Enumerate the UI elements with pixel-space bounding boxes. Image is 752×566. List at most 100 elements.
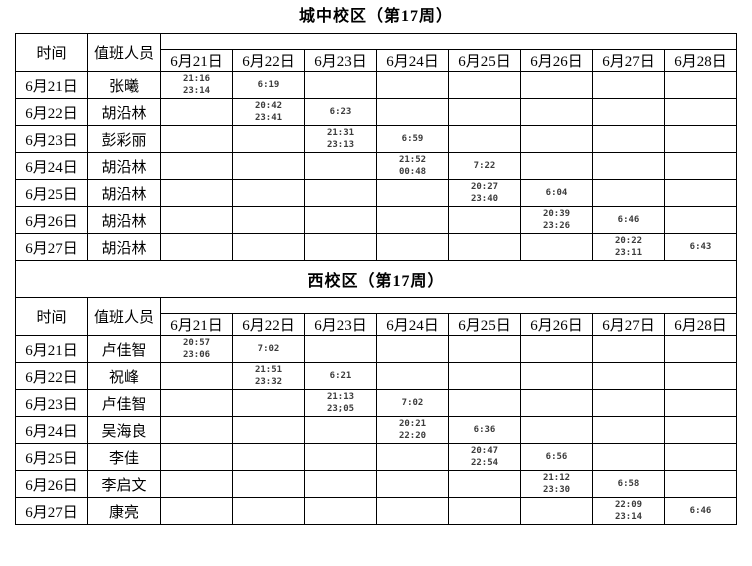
time-cell bbox=[664, 179, 737, 207]
time-cell bbox=[232, 233, 305, 261]
time-cell: 21:52 00:48 bbox=[376, 152, 449, 180]
duty-row: 6月22日 祝峰 21:51 23:32 6:21 bbox=[15, 362, 737, 390]
duty-row: 6月26日 李启文 21:12 23:30 6:58 bbox=[15, 470, 737, 498]
time-cell bbox=[160, 206, 233, 234]
duty-row: 6月21日 卢佳智 20:57 23:06 7:02 bbox=[15, 335, 737, 363]
time-cell bbox=[232, 416, 305, 444]
duty-date-cell: 6月24日 bbox=[15, 416, 88, 444]
header-person-label: 值班人员 bbox=[87, 297, 161, 336]
time-cell bbox=[160, 443, 233, 471]
time-cell: 21:12 23:30 bbox=[520, 470, 593, 498]
duty-date-cell: 6月22日 bbox=[15, 98, 88, 126]
date-column-header: 6月21日 bbox=[160, 49, 233, 72]
time-cell: 6:36 bbox=[448, 416, 521, 444]
duty-person-cell: 张曦 bbox=[87, 71, 161, 99]
time-cell bbox=[664, 206, 737, 234]
duty-person-cell: 胡沿林 bbox=[87, 179, 161, 207]
time-cell bbox=[376, 179, 449, 207]
date-column-header: 6月22日 bbox=[232, 49, 305, 72]
date-column-header: 6月26日 bbox=[520, 49, 593, 72]
time-cell bbox=[664, 443, 737, 471]
duty-date-cell: 6月25日 bbox=[15, 179, 88, 207]
campus-section-title: 西校区（第17周） bbox=[15, 260, 737, 298]
time-cell bbox=[448, 125, 521, 153]
time-cell bbox=[664, 98, 737, 126]
duty-row: 6月23日 卢佳智 21:13 23;05 7:02 bbox=[15, 389, 737, 417]
time-cell bbox=[520, 389, 593, 417]
header-person-label: 值班人员 bbox=[87, 33, 161, 72]
time-cell: 6:43 bbox=[664, 233, 737, 261]
time-cell bbox=[160, 152, 233, 180]
time-cell: 21:16 23:14 bbox=[160, 71, 233, 99]
duty-table-body: 时间 值班人员 6月21日 6月22日 6月23日 6月24日 6月25日 6月26日 6月27… bbox=[15, 33, 737, 525]
time-cell bbox=[232, 125, 305, 153]
time-cell bbox=[376, 71, 449, 99]
time-cell bbox=[304, 71, 377, 99]
time-cell bbox=[592, 389, 665, 417]
time-cell: 20:57 23:06 bbox=[160, 335, 233, 363]
duty-person-cell: 胡沿林 bbox=[87, 206, 161, 234]
time-cell bbox=[664, 416, 737, 444]
time-cell: 6:56 bbox=[520, 443, 593, 471]
duty-row: 6月25日 李佳 20:47 22:54 6:56 bbox=[15, 443, 737, 471]
time-cell bbox=[520, 335, 593, 363]
time-cell bbox=[448, 206, 521, 234]
duty-date-cell: 6月26日 bbox=[15, 470, 88, 498]
duty-date-cell: 6月23日 bbox=[15, 125, 88, 153]
time-cell bbox=[520, 98, 593, 126]
date-column-header: 6月22日 bbox=[232, 313, 305, 336]
header-row-top: 时间 值班人员 bbox=[15, 297, 737, 336]
duty-person-cell: 李启文 bbox=[87, 470, 161, 498]
time-cell: 6:19 bbox=[232, 71, 305, 99]
time-cell bbox=[448, 335, 521, 363]
time-cell bbox=[664, 335, 737, 363]
duty-date-cell: 6月23日 bbox=[15, 389, 88, 417]
time-cell bbox=[160, 233, 233, 261]
duty-person-cell: 祝峰 bbox=[87, 362, 161, 390]
date-column-header: 6月27日 bbox=[592, 49, 665, 72]
time-cell bbox=[448, 233, 521, 261]
duty-person-cell: 卢佳智 bbox=[87, 335, 161, 363]
time-cell bbox=[592, 362, 665, 390]
time-cell bbox=[376, 362, 449, 390]
time-cell bbox=[592, 416, 665, 444]
time-cell bbox=[592, 71, 665, 99]
time-cell bbox=[376, 98, 449, 126]
time-cell bbox=[232, 179, 305, 207]
time-cell bbox=[592, 98, 665, 126]
time-cell bbox=[520, 416, 593, 444]
duty-person-cell: 彭彩丽 bbox=[87, 125, 161, 153]
duty-person-cell: 胡沿林 bbox=[87, 152, 161, 180]
duty-row: 6月22日 胡沿林 20:42 23:41 6:23 bbox=[15, 98, 737, 126]
duty-row: 6月24日 吴海良 20:21 22:20 6:36 bbox=[15, 416, 737, 444]
time-cell: 6:23 bbox=[304, 98, 377, 126]
date-column-header: 6月28日 bbox=[664, 49, 737, 72]
time-cell bbox=[520, 233, 593, 261]
section-title-row: 西校区（第17周） bbox=[15, 260, 737, 298]
duty-date-cell: 6月27日 bbox=[15, 497, 88, 525]
time-cell: 20:22 23:11 bbox=[592, 233, 665, 261]
date-column-header: 6月23日 bbox=[304, 49, 377, 72]
duty-person-cell: 吴海良 bbox=[87, 416, 161, 444]
time-cell bbox=[232, 389, 305, 417]
time-cell: 21:31 23:13 bbox=[304, 125, 377, 153]
time-cell bbox=[376, 443, 449, 471]
time-cell bbox=[160, 125, 233, 153]
time-cell: 21:51 23:32 bbox=[232, 362, 305, 390]
duty-person-cell: 胡沿林 bbox=[87, 233, 161, 261]
duty-date-cell: 6月22日 bbox=[15, 362, 88, 390]
date-column-header: 6月25日 bbox=[448, 49, 521, 72]
time-cell bbox=[448, 71, 521, 99]
duty-date-cell: 6月21日 bbox=[15, 335, 88, 363]
time-cell bbox=[592, 335, 665, 363]
duty-row: 6月23日 彭彩丽 21:31 23:13 6:59 bbox=[15, 125, 737, 153]
time-cell bbox=[520, 497, 593, 525]
duty-person-cell: 胡沿林 bbox=[87, 98, 161, 126]
time-cell: 6:46 bbox=[592, 206, 665, 234]
time-cell: 20:47 22:54 bbox=[448, 443, 521, 471]
header-empty-cell bbox=[160, 297, 737, 314]
header-row-dates: 6月21日 6月22日 6月23日 6月24日 6月25日 6月26日 6月27日 6月28日 bbox=[16, 49, 737, 72]
duty-date-cell: 6月24日 bbox=[15, 152, 88, 180]
time-cell: 6:21 bbox=[304, 362, 377, 390]
time-cell: 20:39 23:26 bbox=[520, 206, 593, 234]
